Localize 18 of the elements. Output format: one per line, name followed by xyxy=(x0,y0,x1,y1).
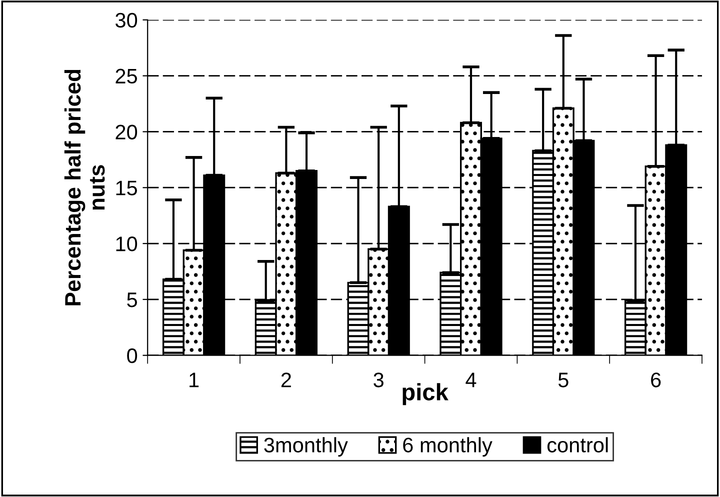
legend-label: 3monthly xyxy=(264,437,348,457)
y-tick-label: 25 xyxy=(116,68,138,84)
y-axis-title: Percentage half priced nuts xyxy=(64,70,105,306)
y-tick-label: 20 xyxy=(116,124,138,140)
x-tick-label: 5 xyxy=(558,372,568,388)
x-tick-label: 3 xyxy=(374,372,384,388)
x-axis-title: pick xyxy=(402,383,448,406)
y-tick-label: 0 xyxy=(127,348,138,364)
legend-label: control xyxy=(547,437,608,452)
y-tick-label: 5 xyxy=(127,292,138,308)
x-tick-label: 2 xyxy=(281,372,291,388)
y-tick-label: 30 xyxy=(116,12,138,28)
x-tick-label: 6 xyxy=(651,372,661,388)
y-tick-label: 10 xyxy=(116,236,138,252)
x-tick-label: 4 xyxy=(466,372,476,388)
y-tick-label: 15 xyxy=(116,180,138,196)
legend-label: 6 monthly xyxy=(403,437,492,457)
x-tick-label: 1 xyxy=(190,372,199,388)
